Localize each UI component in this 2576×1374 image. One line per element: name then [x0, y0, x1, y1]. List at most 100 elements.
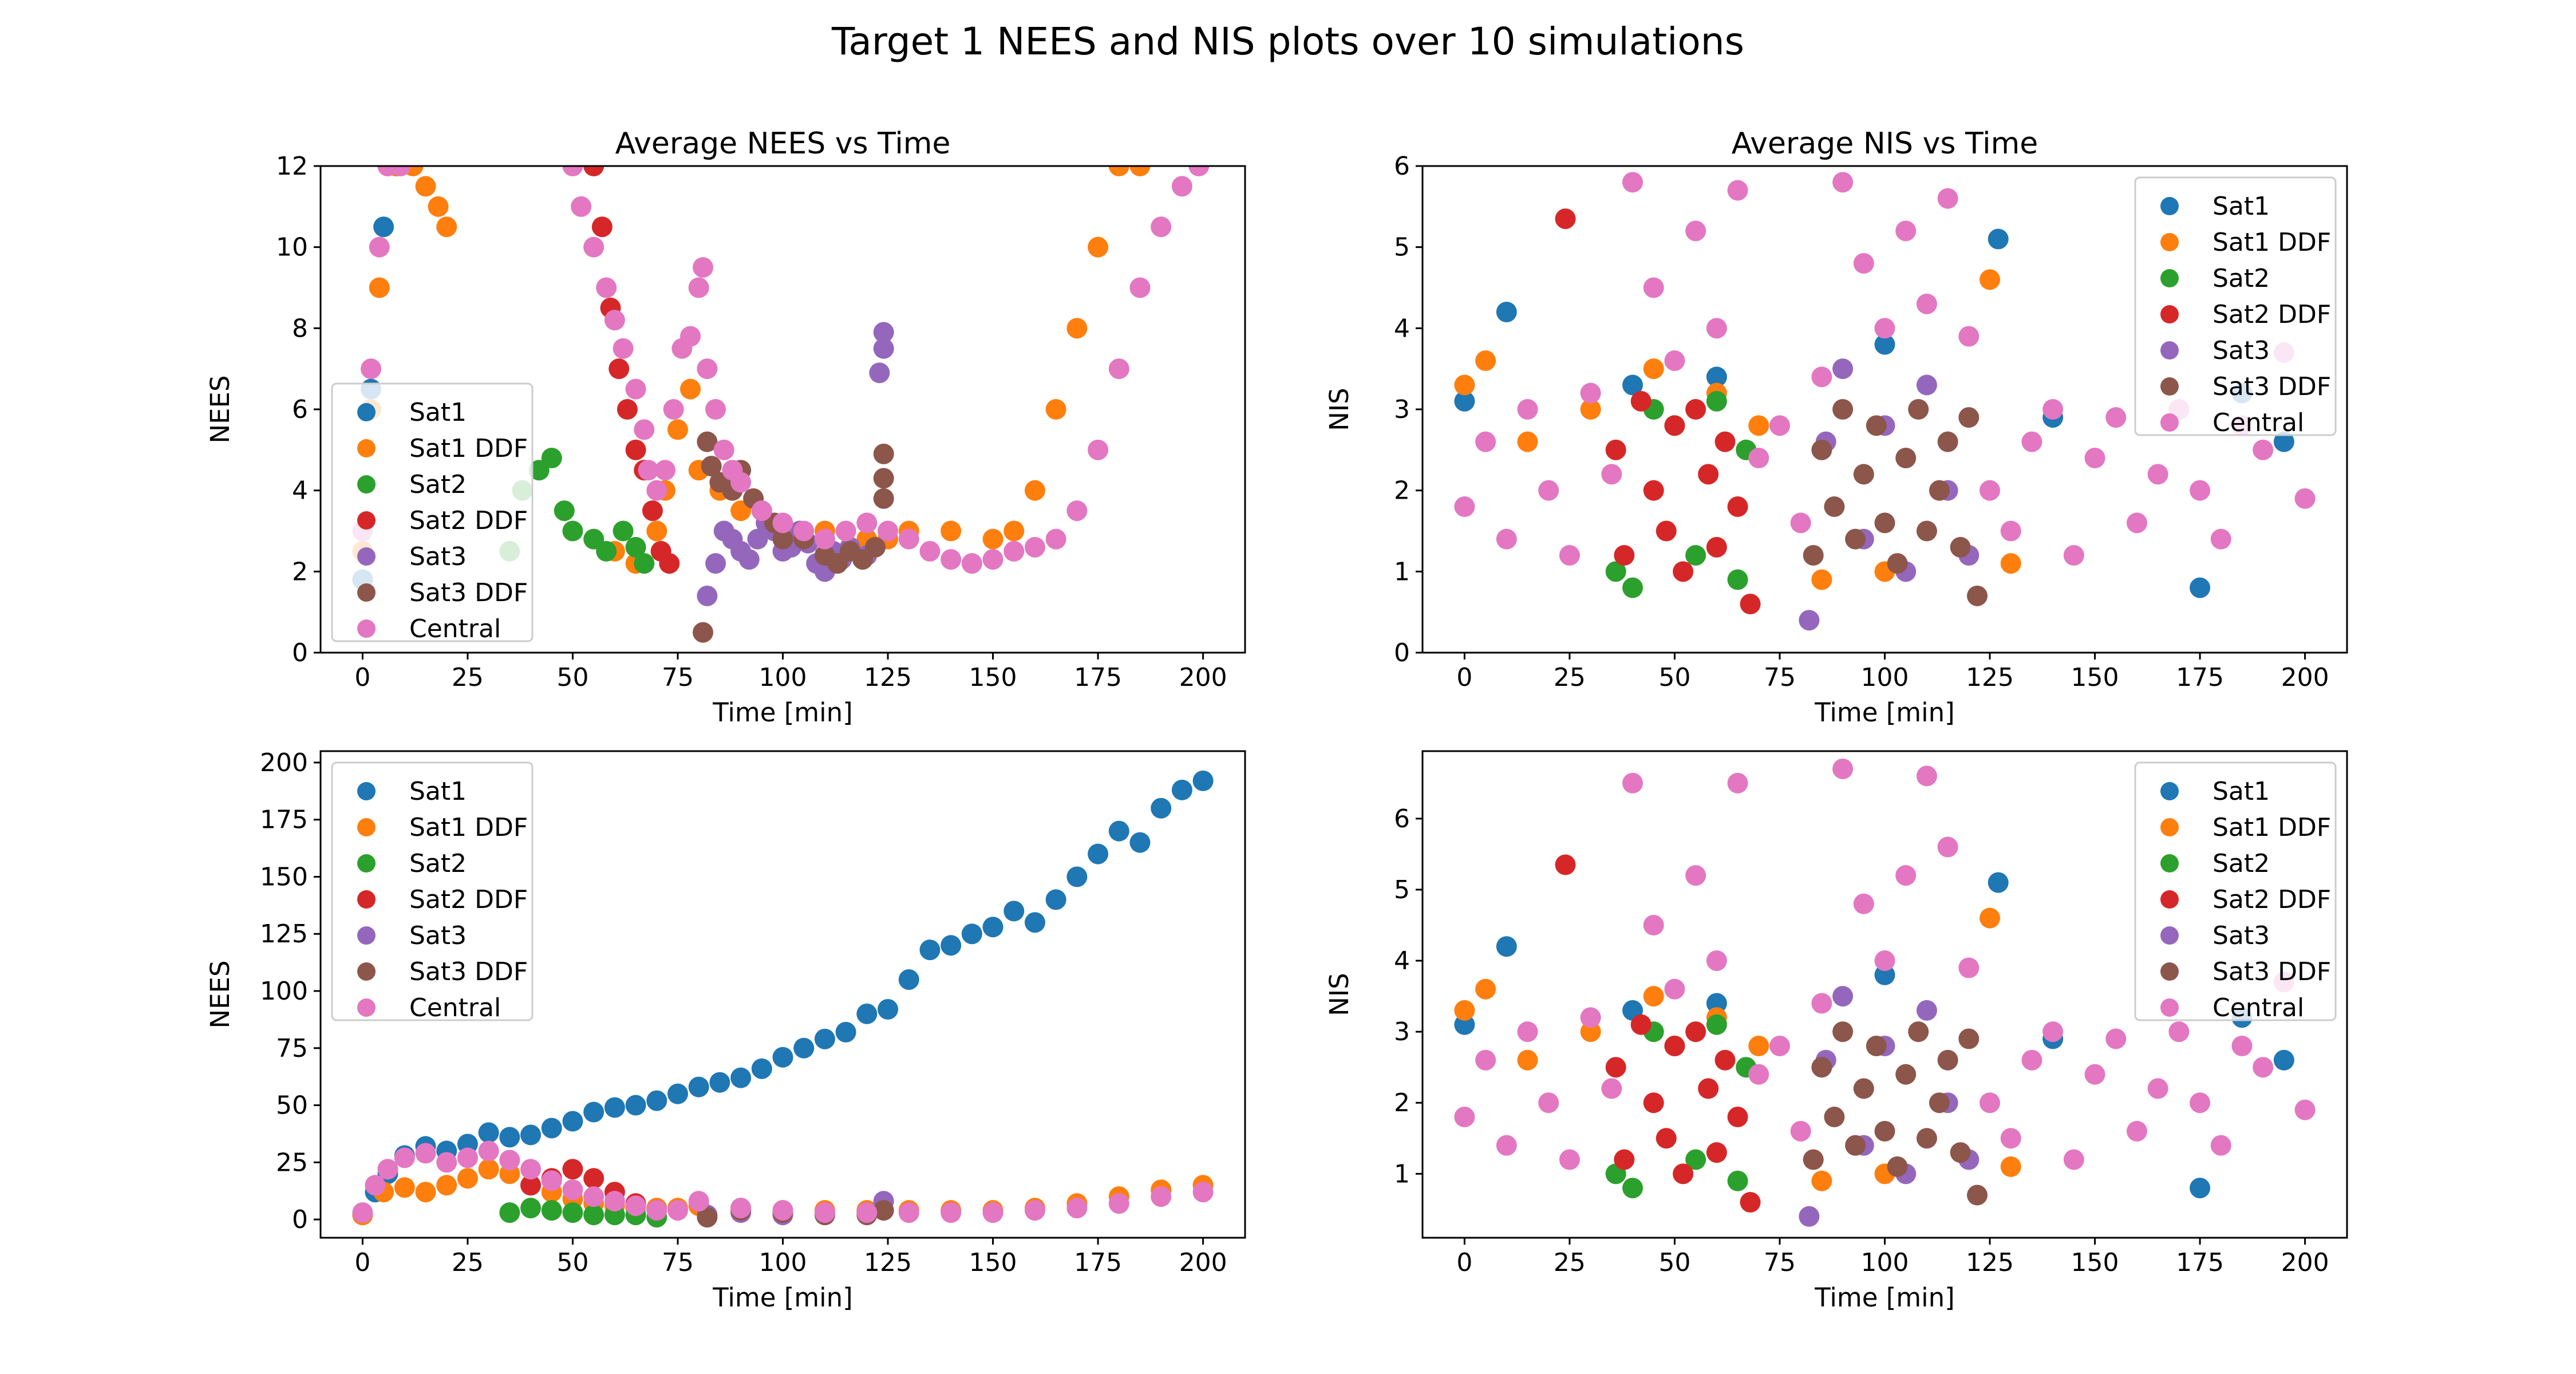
point-sat3-ddf: [1853, 464, 1874, 485]
point-central: [705, 399, 726, 420]
point-sat2-ddf: [1673, 561, 1694, 582]
point-central: [772, 1200, 793, 1221]
point-sat1-ddf: [436, 216, 457, 238]
point-sat2-ddf: [520, 1175, 542, 1196]
point-sat1-ddf: [1454, 1000, 1475, 1021]
point-sat3-ddf: [1853, 1078, 1874, 1099]
point-sat1-ddf: [1517, 431, 1538, 452]
point-central: [1024, 1200, 1045, 1221]
point-central: [457, 1147, 478, 1168]
point-sat2-ddf: [1664, 1035, 1685, 1056]
point-sat2-ddf: [625, 439, 646, 460]
point-sat3-ddf: [1824, 496, 1845, 517]
point-sat1-ddf: [1580, 399, 1601, 420]
point-sat3: [1799, 1206, 1820, 1227]
point-central: [2253, 1057, 2274, 1078]
point-sat2: [562, 1202, 583, 1223]
point-sat2-ddf: [1698, 464, 1719, 485]
point-central: [1937, 836, 1958, 858]
point-central: [1916, 293, 1937, 314]
point-sat2-ddf: [1643, 480, 1664, 501]
point-sat1: [1088, 843, 1109, 864]
legend-label: Sat2: [2212, 849, 2270, 878]
legend-marker: [2160, 962, 2179, 981]
point-sat1: [982, 917, 1003, 938]
y-tick-label: 3: [1394, 1017, 1410, 1047]
x-tick-label: 175: [1074, 1248, 1122, 1277]
point-sat1: [604, 1097, 625, 1118]
point-central: [1664, 978, 1685, 1000]
point-central: [1475, 431, 1496, 452]
point-sat2-ddf: [562, 1159, 583, 1180]
point-sat1-ddf: [478, 1159, 499, 1180]
point-sat2-ddf: [1664, 415, 1685, 436]
point-sat3-ddf: [1929, 1092, 1950, 1114]
point-central: [1024, 536, 1045, 558]
point-central: [1643, 277, 1664, 298]
point-central: [1811, 366, 1832, 388]
point-sat1: [1706, 366, 1727, 388]
point-central: [2147, 464, 2168, 485]
point-sat3-ddf: [1895, 1064, 1917, 1085]
point-central: [571, 196, 592, 217]
point-sat2: [1685, 545, 1706, 566]
point-sat2: [583, 1205, 605, 1226]
point-sat2-ddf: [1656, 520, 1677, 542]
point-sat1: [1988, 228, 2009, 250]
point-sat2-ddf: [1643, 1092, 1664, 1114]
point-sat1-ddf: [1517, 1049, 1538, 1071]
point-sat2-ddf: [1706, 1142, 1727, 1163]
point-central: [625, 378, 646, 400]
point-sat3-ddf: [1887, 1156, 1908, 1177]
point-sat1-ddf: [1643, 986, 1664, 1007]
point-sat3-ddf: [1874, 512, 1895, 534]
legend-label: Sat1 DDF: [409, 813, 528, 842]
legend-marker: [2160, 233, 2179, 251]
point-central: [2231, 1035, 2253, 1056]
point-central: [1496, 528, 1517, 550]
point-central: [520, 1159, 542, 1180]
point-sat3-ddf: [1832, 1021, 1854, 1043]
point-central: [2147, 1078, 2168, 1099]
point-sat2-ddf: [1727, 496, 1748, 517]
legend-label: Sat2: [409, 470, 467, 499]
point-sat1: [1454, 390, 1475, 412]
point-sat3-ddf: [1845, 528, 1866, 550]
point-central: [835, 520, 856, 542]
point-sat3-ddf: [1811, 1057, 1832, 1078]
point-sat1: [1496, 302, 1517, 322]
legend-label: Sat2 DDF: [2212, 885, 2331, 914]
point-sat2: [1622, 1178, 1643, 1199]
point-sat3-ddf: [873, 468, 894, 489]
point-central: [415, 1143, 436, 1164]
legend-label: Central: [409, 614, 501, 643]
point-sat1-ddf: [415, 1182, 436, 1203]
y-tick-label: 2: [1394, 476, 1410, 506]
point-central: [1559, 545, 1580, 566]
point-sat3-ddf: [1967, 585, 1988, 606]
point-sat1: [373, 216, 394, 238]
point-sat1-ddf: [428, 196, 449, 217]
point-sat1: [562, 1111, 583, 1132]
legend-marker: [357, 782, 376, 800]
points-layer: [352, 166, 1210, 643]
point-sat2: [1622, 577, 1643, 598]
point-central: [1088, 439, 1109, 460]
point-central: [604, 1191, 625, 1212]
point-sat1: [1024, 912, 1045, 933]
x-tick-label: 200: [2281, 663, 2329, 692]
point-central: [680, 326, 701, 347]
point-central: [751, 500, 772, 522]
y-tick-label: 125: [260, 919, 308, 949]
point-sat3-ddf: [1937, 1049, 1958, 1071]
point-central: [856, 512, 878, 534]
point-sat3-ddf: [1811, 439, 1832, 460]
point-sat3-ddf: [1916, 520, 1937, 542]
x-tick-label: 175: [1074, 663, 1122, 692]
point-sat1-ddf: [369, 277, 390, 298]
point-central: [1790, 1120, 1811, 1142]
point-sat2: [554, 500, 575, 522]
point-central: [730, 1198, 752, 1219]
